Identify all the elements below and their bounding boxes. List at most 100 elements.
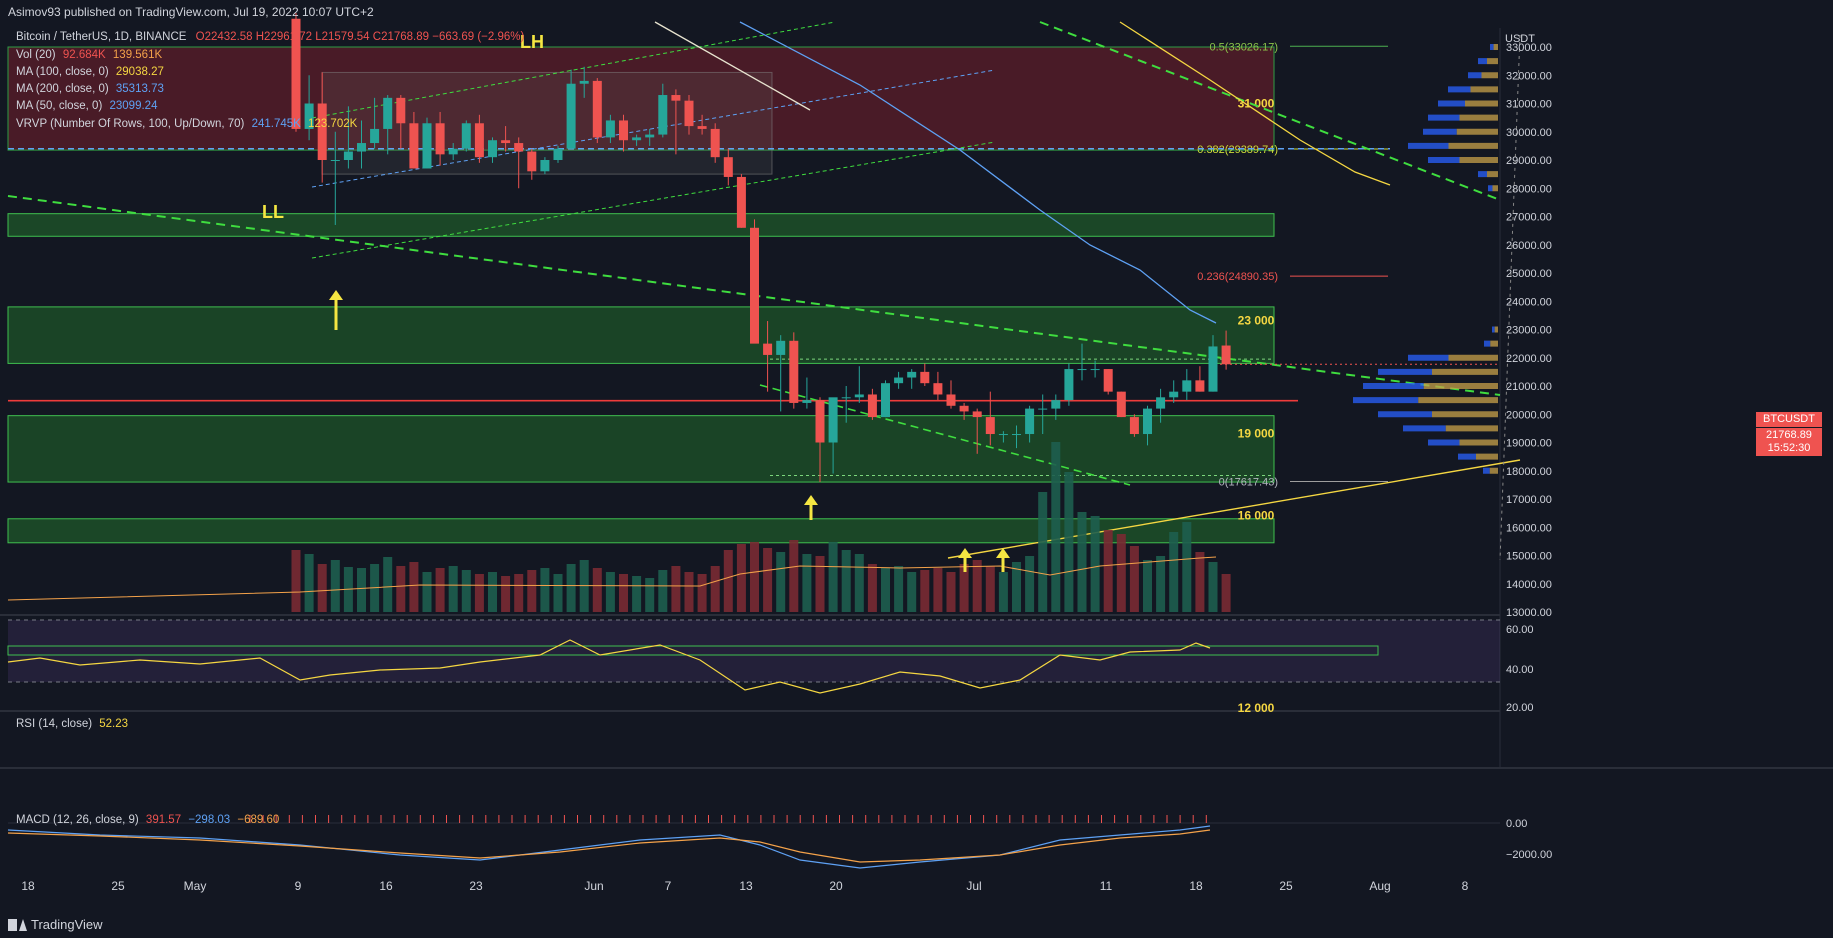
- vrvp-bar-up: [1428, 439, 1460, 446]
- legend-ma100[interactable]: MA (100, close, 0) 29038.27: [16, 66, 164, 78]
- volume-bar: [553, 574, 563, 612]
- candle-body: [828, 397, 838, 443]
- candle-body: [1116, 391, 1126, 418]
- volume-bar: [1025, 556, 1035, 612]
- volume-bar: [998, 572, 1008, 612]
- volume-bar: [396, 566, 406, 612]
- legend-ma50[interactable]: MA (50, close, 0) 23099.24: [16, 100, 157, 112]
- volume-bar: [357, 568, 366, 612]
- volume-bar: [501, 576, 511, 612]
- time-axis-label: 13: [739, 879, 753, 893]
- candle-body: [802, 400, 812, 403]
- support-zone-27k: [7, 213, 1275, 237]
- macd-value-1: 391.57: [145, 814, 182, 826]
- candle-body: [488, 140, 497, 158]
- vol-label: Vol (20): [16, 49, 56, 61]
- footer-brand[interactable]: TradingView: [8, 917, 103, 932]
- volume-bar: [1182, 522, 1192, 612]
- range-box: [321, 71, 773, 175]
- vrvp-bar-up: [1484, 340, 1491, 347]
- candle-body: [1077, 369, 1087, 371]
- price-tick-label: 13000.00: [1506, 607, 1552, 619]
- rsi-value: 52.23: [99, 718, 129, 730]
- volume-bar: [317, 564, 327, 612]
- vrvp-bar-up: [1403, 425, 1446, 432]
- vrvp-bar-up: [1458, 453, 1476, 460]
- vrvp-bar-down: [1448, 142, 1498, 149]
- candle-body: [435, 123, 445, 155]
- time-axis-label: 8: [1462, 879, 1469, 893]
- pane-separator-2: [0, 710, 1500, 712]
- arrow-up-jul3-head: [996, 548, 1010, 558]
- legend-macd[interactable]: MACD (12, 26, close, 9) 391.57 −298.03 −…: [16, 814, 279, 826]
- macd-value-2: −298.03: [188, 814, 231, 826]
- price-tick-label: 20000.00: [1506, 409, 1552, 421]
- level-label-23000: 23 000: [1238, 314, 1275, 328]
- candle-body: [553, 148, 563, 160]
- candle-body: [330, 160, 340, 161]
- price-tick-label: 23000.00: [1506, 325, 1552, 337]
- vrvp-label: VRVP (Number Of Rows, 100, Up/Down, 70): [16, 118, 245, 130]
- volume-bar: [841, 550, 851, 612]
- volume-bar: [828, 542, 838, 612]
- vrvp-bar-down: [1459, 439, 1498, 446]
- zone-23k: [7, 306, 1275, 364]
- vrvp-bar-down: [1445, 425, 1498, 432]
- legend-vol[interactable]: Vol (20) 92.684K 139.561K: [16, 49, 162, 61]
- candle-body: [370, 128, 380, 144]
- vrvp-bar-down: [1487, 58, 1498, 65]
- vrvp-bar-down: [1448, 354, 1498, 361]
- legend-rsi[interactable]: RSI (14, close) 52.23: [16, 718, 128, 730]
- time-axis-label: May: [184, 879, 207, 893]
- price-tick-label: 21000.00: [1506, 381, 1552, 393]
- legend-ma200[interactable]: MA (200, close, 0) 35313.73: [16, 83, 164, 95]
- candle-body: [894, 377, 904, 384]
- volume-bar: [1156, 556, 1166, 612]
- candle-body: [658, 95, 668, 135]
- volume-bar: [527, 570, 537, 612]
- volume-bar: [1129, 546, 1139, 612]
- candle-body: [619, 120, 628, 141]
- candle-body: [776, 340, 786, 355]
- current-symbol: BTCUSDT: [1763, 413, 1815, 425]
- ma50-value: 23099.24: [109, 100, 158, 112]
- candle-body: [1143, 408, 1152, 435]
- fib-label-0382: 0.382(29389.74): [1197, 144, 1278, 156]
- volume-bar: [1116, 534, 1126, 612]
- volume-bar: [383, 557, 393, 612]
- pane-separator-1: [0, 614, 1500, 616]
- vrvp-bar-up: [1478, 171, 1487, 178]
- candle-body: [357, 143, 366, 152]
- candle-body: [409, 123, 419, 169]
- price-tick-label: 24000.00: [1506, 296, 1552, 308]
- vrvp-bar-up: [1492, 326, 1495, 333]
- vrvp-bar-up: [1438, 100, 1465, 107]
- candle-body: [474, 123, 484, 158]
- volume-bar: [566, 564, 576, 612]
- ma50-line: [739, 21, 1217, 324]
- vrvp-bar-down: [1459, 114, 1498, 121]
- candle-body: [645, 134, 655, 138]
- channel-bottom-line: [311, 141, 996, 259]
- vrvp-bar-up: [1478, 58, 1487, 65]
- time-axis-label: 25: [111, 879, 125, 893]
- vrvp-bar-up: [1378, 411, 1432, 418]
- volume-bar: [867, 564, 877, 612]
- candle-body: [854, 394, 864, 398]
- time-axis-separator: [0, 767, 1833, 769]
- legend-vrvp[interactable]: VRVP (Number Of Rows, 100, Up/Down, 70) …: [16, 118, 357, 130]
- volume-bar: [894, 566, 904, 612]
- candle-body: [789, 340, 799, 403]
- time-axis-label: 23: [469, 879, 483, 893]
- price-tick-label: 19000.00: [1506, 438, 1552, 450]
- candle-body: [671, 95, 681, 101]
- volume-bar: [304, 554, 314, 612]
- vrvp-bar-up: [1483, 467, 1490, 474]
- time-axis-label: 11: [1100, 879, 1113, 893]
- vrvp-bar-up: [1353, 397, 1419, 404]
- time-axis-label: Jun: [584, 879, 603, 893]
- price-tick-label: 28000.00: [1506, 183, 1552, 195]
- price-tick-label: 30000.00: [1506, 127, 1552, 139]
- volume-bar: [1208, 562, 1218, 612]
